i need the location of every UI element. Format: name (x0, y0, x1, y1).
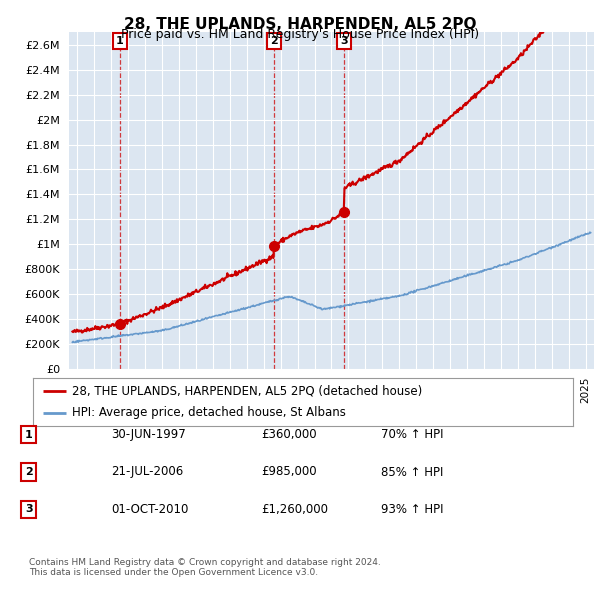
Text: 85% ↑ HPI: 85% ↑ HPI (381, 466, 443, 478)
Text: Contains HM Land Registry data © Crown copyright and database right 2024.
This d: Contains HM Land Registry data © Crown c… (29, 558, 380, 577)
Text: 3: 3 (25, 504, 32, 514)
Text: 3: 3 (340, 36, 348, 46)
Text: Price paid vs. HM Land Registry's House Price Index (HPI): Price paid vs. HM Land Registry's House … (121, 28, 479, 41)
Text: 21-JUL-2006: 21-JUL-2006 (111, 466, 183, 478)
Text: £985,000: £985,000 (261, 466, 317, 478)
Text: 1: 1 (25, 430, 32, 440)
Text: 70% ↑ HPI: 70% ↑ HPI (381, 428, 443, 441)
Text: 2: 2 (25, 467, 32, 477)
Text: HPI: Average price, detached house, St Albans: HPI: Average price, detached house, St A… (72, 407, 346, 419)
Text: 30-JUN-1997: 30-JUN-1997 (111, 428, 186, 441)
Text: 28, THE UPLANDS, HARPENDEN, AL5 2PQ: 28, THE UPLANDS, HARPENDEN, AL5 2PQ (124, 17, 476, 31)
Text: 28, THE UPLANDS, HARPENDEN, AL5 2PQ (detached house): 28, THE UPLANDS, HARPENDEN, AL5 2PQ (det… (72, 384, 422, 397)
Text: 01-OCT-2010: 01-OCT-2010 (111, 503, 188, 516)
Text: £1,260,000: £1,260,000 (261, 503, 328, 516)
Text: 93% ↑ HPI: 93% ↑ HPI (381, 503, 443, 516)
Text: 1: 1 (116, 36, 124, 46)
Text: £360,000: £360,000 (261, 428, 317, 441)
Text: 2: 2 (270, 36, 277, 46)
